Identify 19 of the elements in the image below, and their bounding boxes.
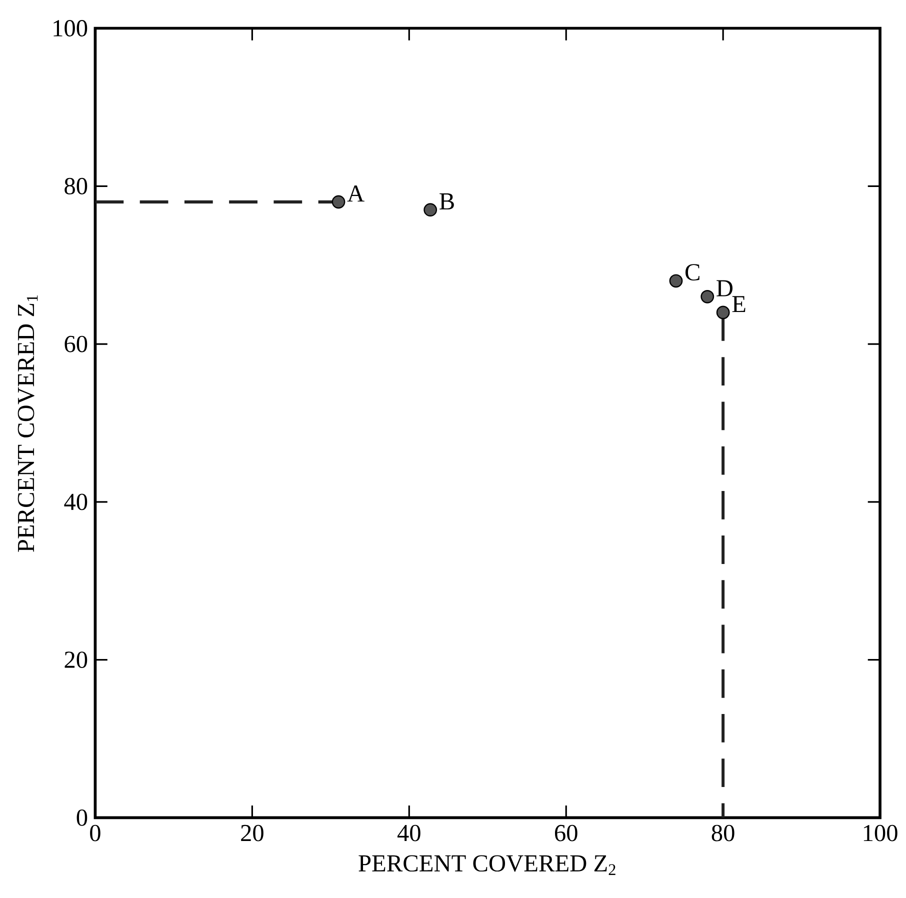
annotation: A	[347, 185, 364, 202]
x-tick-label: 100	[864, 824, 898, 842]
annotation: B	[440, 193, 454, 210]
y-tick-label: 100	[54, 20, 88, 36]
y-tick-label: 20	[64, 651, 88, 668]
x-tick-label: 40	[397, 824, 420, 842]
y-tick-label: 80	[64, 178, 88, 194]
y-tick-label: 60	[64, 336, 88, 352]
y-tick-label: 0	[76, 809, 88, 826]
annotation: D	[716, 280, 732, 296]
x-tick-label: 80	[712, 824, 734, 842]
annotation: E	[732, 296, 746, 312]
annotation: C	[685, 264, 700, 280]
x-tick-label: 60	[554, 824, 578, 842]
x-tick-label: 20	[241, 824, 264, 842]
y-axis-title: PERCENT COVERED Z$_{1}$	[18, 295, 38, 552]
x-tick-label: 0	[90, 824, 100, 842]
x-axis-title: PERCENT COVERED Z$_{2}$	[358, 854, 616, 875]
y-tick-label: 40	[64, 493, 88, 510]
